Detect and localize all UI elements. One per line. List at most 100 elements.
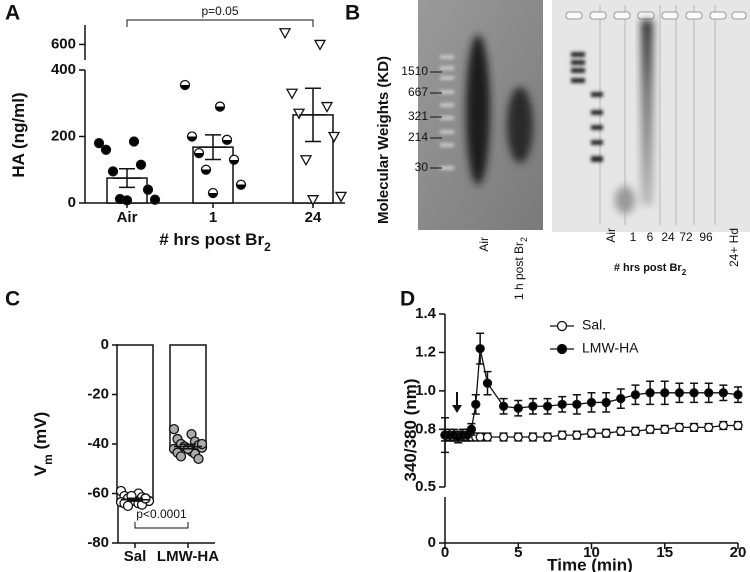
x-tick-label: 20 bbox=[730, 544, 747, 561]
x-axis-label-text: # hrs post Br bbox=[614, 262, 683, 274]
data-point bbox=[285, 88, 299, 100]
data-point bbox=[107, 166, 119, 177]
data-point bbox=[601, 397, 611, 408]
lane-label: 72 bbox=[679, 230, 693, 244]
x-tick-label: 24 bbox=[305, 209, 322, 226]
error-bar bbox=[305, 87, 321, 143]
data-point bbox=[674, 422, 685, 433]
data-point bbox=[142, 184, 154, 195]
data-point bbox=[645, 388, 655, 398]
data-point bbox=[168, 423, 180, 435]
data-point bbox=[572, 399, 582, 409]
data-point bbox=[733, 390, 743, 400]
data-point bbox=[660, 388, 670, 398]
data-point bbox=[557, 430, 567, 440]
error-bar bbox=[127, 497, 143, 502]
data-point bbox=[630, 390, 641, 400]
y-tick-label: 200 bbox=[51, 127, 76, 144]
data-point bbox=[482, 378, 493, 388]
y-tick-label: -20 bbox=[87, 385, 109, 402]
data-point bbox=[471, 399, 481, 409]
x-axis-label-sub: 2 bbox=[264, 240, 271, 254]
error-bar bbox=[180, 443, 196, 450]
br2-smear bbox=[507, 87, 533, 163]
y-tick-label: -80 bbox=[87, 534, 109, 551]
y-tick-label: 0 bbox=[68, 194, 76, 211]
data-point bbox=[175, 451, 187, 462]
data-point bbox=[475, 343, 485, 354]
annotation: p=0.05 bbox=[201, 4, 238, 18]
data-point bbox=[327, 131, 341, 143]
data-point bbox=[616, 426, 626, 436]
data-point bbox=[718, 420, 728, 431]
data-point bbox=[200, 164, 212, 175]
lane-label: 1 h post Br2 bbox=[512, 237, 529, 300]
data-point bbox=[528, 401, 538, 411]
y-axis-label: Molecular Weights (KD) bbox=[375, 56, 392, 224]
data-point bbox=[100, 144, 112, 155]
data-point bbox=[299, 155, 313, 167]
data-point bbox=[186, 131, 198, 142]
lane-label: 6 bbox=[647, 230, 654, 244]
ladder-label: 214 bbox=[408, 130, 428, 144]
data-point bbox=[235, 179, 247, 190]
y-axis-label: HA (ng/ml) bbox=[9, 92, 28, 177]
data-point bbox=[207, 187, 219, 199]
ladder-label: 321 bbox=[408, 109, 428, 123]
error-bar bbox=[119, 168, 135, 189]
data-point bbox=[513, 403, 523, 413]
data-point bbox=[128, 136, 140, 147]
data-point bbox=[542, 401, 553, 411]
ladder-arrows bbox=[430, 71, 442, 169]
data-point bbox=[498, 401, 509, 411]
data-point bbox=[586, 397, 597, 408]
legend-marker bbox=[556, 343, 568, 355]
y-axis-label-text: V bbox=[31, 464, 50, 476]
ladder-label: 30 bbox=[415, 160, 429, 174]
lane-label: 96 bbox=[699, 230, 713, 244]
data-point bbox=[557, 399, 567, 409]
lane-label: 24 bbox=[661, 230, 675, 244]
x-tick-label: 10 bbox=[583, 544, 600, 561]
wells bbox=[565, 11, 747, 20]
error-bar bbox=[205, 134, 221, 161]
x-tick-label: Sal bbox=[124, 548, 147, 565]
data-point bbox=[482, 432, 493, 442]
x-axis-label: # hrs post Br2 bbox=[159, 230, 271, 254]
data-point bbox=[718, 388, 728, 398]
y-tick-label: 1.2 bbox=[415, 343, 436, 360]
data-point bbox=[320, 101, 334, 113]
data-point bbox=[528, 432, 538, 442]
ladder-label: 667 bbox=[408, 85, 428, 99]
data-point bbox=[228, 154, 240, 165]
y-axis-label-text: HA (ng/ml) bbox=[9, 92, 28, 177]
data-point bbox=[689, 422, 699, 433]
data-point bbox=[334, 191, 348, 203]
data-point bbox=[660, 424, 670, 434]
legend-label: LMW-HA bbox=[582, 340, 639, 356]
y-tick-label: 0.5 bbox=[415, 478, 436, 495]
y-axis-label: Vm (mV) bbox=[31, 412, 55, 477]
x-axis-label-text: # hrs post Br bbox=[159, 230, 264, 249]
stimulus-arrow bbox=[452, 392, 462, 413]
data-point bbox=[542, 432, 553, 442]
data-point bbox=[498, 432, 509, 442]
y-axis-label-suffix: (mV) bbox=[31, 412, 50, 455]
y-tick-label: 1.0 bbox=[415, 382, 436, 399]
y-tick-label: -60 bbox=[87, 484, 109, 501]
panel-label: C bbox=[5, 288, 20, 311]
lane-label-sub: 2 bbox=[519, 237, 529, 242]
data-point bbox=[179, 79, 191, 91]
lane1-spot bbox=[615, 186, 635, 214]
air-smear bbox=[466, 35, 490, 185]
data-point bbox=[121, 195, 133, 206]
data-point bbox=[704, 388, 714, 398]
annotation: p<0.0001 bbox=[136, 507, 187, 521]
data-point bbox=[630, 426, 641, 436]
data-point bbox=[586, 428, 597, 438]
data-point bbox=[572, 430, 582, 440]
data-point bbox=[645, 424, 655, 434]
data-point bbox=[313, 39, 327, 51]
